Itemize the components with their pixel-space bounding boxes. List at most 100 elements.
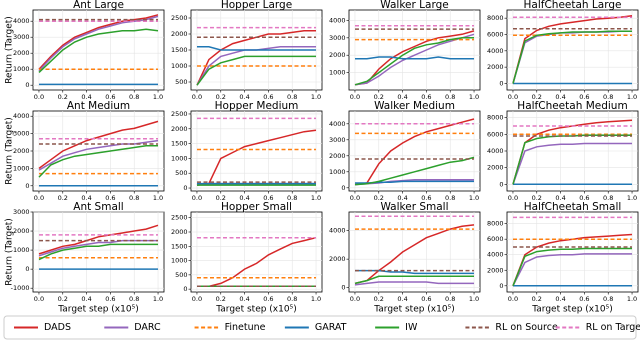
x-tick-label: 1.0 [153, 194, 163, 202]
legend-label: RL on Target [586, 322, 640, 333]
x-tick-label: 0.8 [287, 93, 297, 101]
y-axis-label: Return (Target) [5, 117, 15, 185]
x-tick-label: 1.0 [469, 194, 479, 202]
y-tick-label: 3000 [13, 208, 30, 216]
series-line [512, 247, 632, 287]
y-tick-label: 8000 [487, 220, 504, 228]
y-tick-label: 0 [341, 284, 345, 292]
series-line [355, 56, 474, 60]
plot-area [506, 211, 639, 293]
x-tick-label: 0.0 [192, 93, 202, 101]
x-tick-label: 1.0 [627, 194, 637, 202]
panel-title: Ant Medium [67, 100, 130, 112]
x-tick-label: 0.6 [263, 295, 273, 303]
y-tick-label: 1500 [171, 242, 188, 250]
x-tick-label: 0.8 [287, 194, 297, 202]
series-line [354, 224, 475, 285]
series-line [354, 179, 474, 186]
panel-title: Walker Medium [374, 100, 455, 112]
panel-title: Hopper Medium [215, 100, 299, 112]
y-tick-label: 2500 [171, 214, 188, 222]
y-tick-label: 0 [183, 184, 187, 192]
panel-title: HalfCheetah Medium [517, 100, 627, 112]
y-tick-label: 2000 [171, 125, 188, 133]
y-tick-label: 500 [175, 169, 187, 177]
y-tick-label: 1000 [171, 62, 188, 70]
y-tick-label: 6000 [487, 235, 504, 243]
y-tick-label: 3000 [329, 136, 346, 144]
y-tick-label: 2000 [13, 227, 30, 235]
x-tick-label: 0.8 [603, 295, 613, 303]
y-tick-label: 0 [499, 79, 503, 87]
y-tick-label: 6000 [487, 30, 504, 38]
x-tick-label: 0.0 [192, 194, 202, 202]
panel-title: HalfCheetah Small [524, 201, 622, 213]
y-tick-label: 1000 [171, 154, 188, 162]
y-tick-label: 1000 [13, 65, 30, 73]
legend-label: GARAT [315, 322, 347, 333]
panel-title: Hopper Small [221, 201, 292, 213]
panel-title: Walker Small [380, 201, 448, 213]
x-tick-label: 0.4 [81, 295, 91, 303]
series-line [196, 55, 316, 86]
x-tick-label: 0.4 [555, 93, 565, 101]
x-tick-label: 0.0 [508, 295, 518, 303]
x-tick-label: 0.6 [263, 194, 273, 202]
x-tick-label: 0.8 [129, 93, 139, 101]
x-tick-label: 0.6 [105, 93, 115, 101]
legend-label: RL on Source [495, 322, 558, 333]
x-tick-label: 1.0 [627, 93, 637, 101]
plot-area [506, 9, 639, 91]
x-tick-label: 0.4 [555, 295, 565, 303]
y-tick-label: 0 [25, 265, 29, 273]
y-tick-label: 1000 [329, 168, 346, 176]
y-tick-label: 4000 [329, 16, 346, 24]
y-tick-label: 2000 [487, 164, 504, 172]
x-tick-label: 0.0 [350, 93, 360, 101]
series-line [38, 243, 158, 261]
x-tick-label: 1.0 [153, 295, 163, 303]
x-tick-label: 0.4 [397, 194, 407, 202]
legend-label: Finetune [225, 322, 266, 333]
y-tick-label: 4000 [487, 251, 504, 259]
x-tick-label: 0.4 [555, 194, 565, 202]
series-line [197, 236, 317, 288]
series-line [354, 37, 474, 86]
x-tick-label: 0.0 [508, 194, 518, 202]
y-tick-label: 1000 [171, 257, 188, 265]
series-line [38, 28, 159, 73]
y-tick-label: 0 [183, 285, 187, 293]
x-tick-label: 0.8 [287, 295, 297, 303]
x-tick-label: 0.2 [58, 194, 68, 202]
y-tick-label: 2000 [487, 63, 504, 71]
x-tick-label: 1.0 [469, 93, 479, 101]
series-line [354, 30, 475, 86]
y-tick-label: 1000 [13, 246, 30, 254]
plot-area [190, 211, 323, 293]
panel-title: Walker Large [380, 0, 448, 11]
y-tick-label: 2000 [13, 147, 30, 155]
x-tick-label: 0.4 [81, 194, 91, 202]
x-tick-label: 0.8 [603, 93, 613, 101]
y-tick-label: -1000 [11, 284, 30, 292]
x-tick-label: 1.0 [311, 194, 321, 202]
x-axis-label: Target step (x10⁵) [373, 305, 454, 315]
y-tick-label: 2000 [487, 266, 504, 274]
y-tick-label: 6000 [487, 130, 504, 138]
x-tick-label: 0.6 [421, 194, 431, 202]
panel-title: Hopper Large [221, 0, 292, 11]
y-tick-label: 2000 [329, 152, 346, 160]
x-tick-label: 0.0 [350, 194, 360, 202]
y-tick-label: 2500 [171, 110, 188, 118]
x-tick-label: 0.8 [445, 295, 455, 303]
x-tick-label: 0.4 [397, 295, 407, 303]
y-tick-label: 0 [499, 180, 503, 188]
x-tick-label: 0.8 [129, 194, 139, 202]
x-tick-label: 0.6 [105, 295, 115, 303]
x-tick-label: 0.4 [239, 194, 249, 202]
y-tick-label: 2000 [171, 228, 188, 236]
x-tick-label: 0.6 [579, 295, 589, 303]
x-axis-label: Target step (x10⁵) [215, 305, 296, 315]
x-tick-label: 1.0 [311, 295, 321, 303]
